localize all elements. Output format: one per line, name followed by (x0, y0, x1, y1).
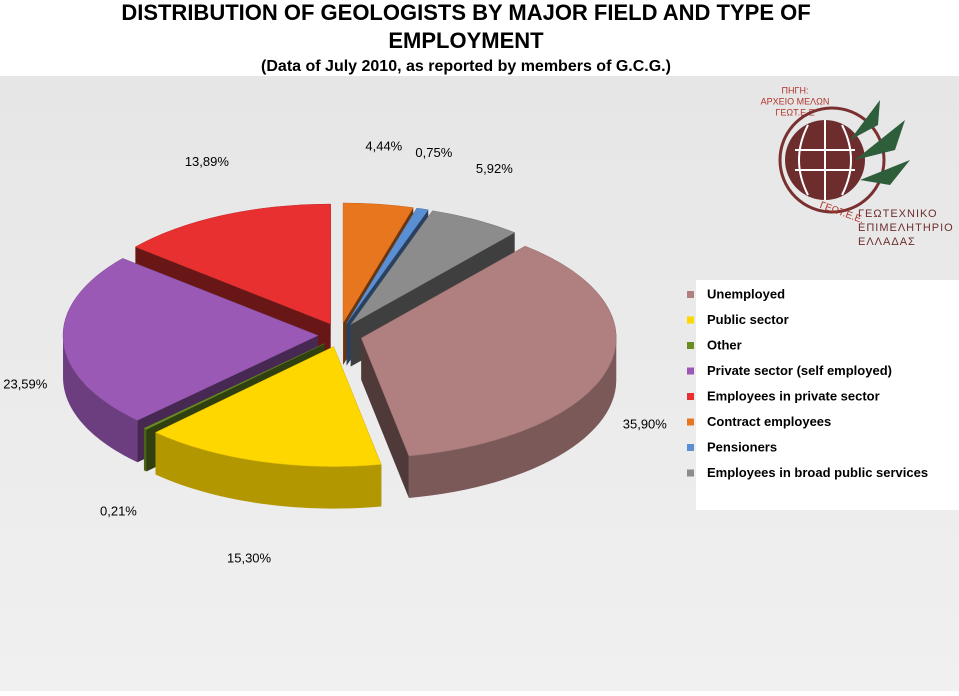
legend-swatch (687, 470, 694, 477)
legend-swatch (687, 342, 694, 349)
legend-label: Employees in private sector (707, 388, 880, 403)
logo-name: ΕΠΙΜΕΛΗΤΗΡΙΟ (858, 222, 954, 234)
legend-label: Unemployed (707, 286, 785, 301)
slice-wall (144, 428, 146, 471)
logo-name: ΕΛΛΑΔΑΣ (858, 236, 916, 248)
chart-subtitle: (Data of July 2010, as reported by membe… (261, 58, 671, 75)
logo-source: ΠΗΓΗ: (782, 85, 809, 95)
data-label: 35,90% (623, 416, 668, 431)
legend-swatch (687, 368, 694, 375)
data-label: 13,89% (185, 154, 230, 169)
legend-swatch (687, 317, 694, 324)
legend-label: Other (707, 337, 742, 352)
legend-label: Pensioners (707, 439, 777, 454)
legend-swatch (687, 393, 694, 400)
legend-swatch (687, 444, 694, 451)
data-label: 15,30% (227, 550, 272, 565)
legend-label: Contract employees (707, 414, 831, 429)
legend-swatch (687, 419, 694, 426)
logo-source: ΑΡΧΕΙΟ ΜΕΛΩΝ (761, 96, 830, 106)
data-label: 4,44% (365, 138, 402, 153)
legend-swatch (687, 291, 694, 298)
data-label: 0,21% (100, 503, 137, 518)
legend-label: Employees in broad public services (707, 465, 928, 480)
data-label: 0,75% (415, 145, 452, 160)
data-label: 23,59% (3, 377, 48, 392)
data-label: 5,92% (476, 161, 513, 176)
legend-label: Private sector (self employed) (707, 363, 892, 378)
logo-name: ΓΕΩΤΕΧΝΙΚΟ (858, 208, 938, 220)
legend-label: Public sector (707, 312, 789, 327)
